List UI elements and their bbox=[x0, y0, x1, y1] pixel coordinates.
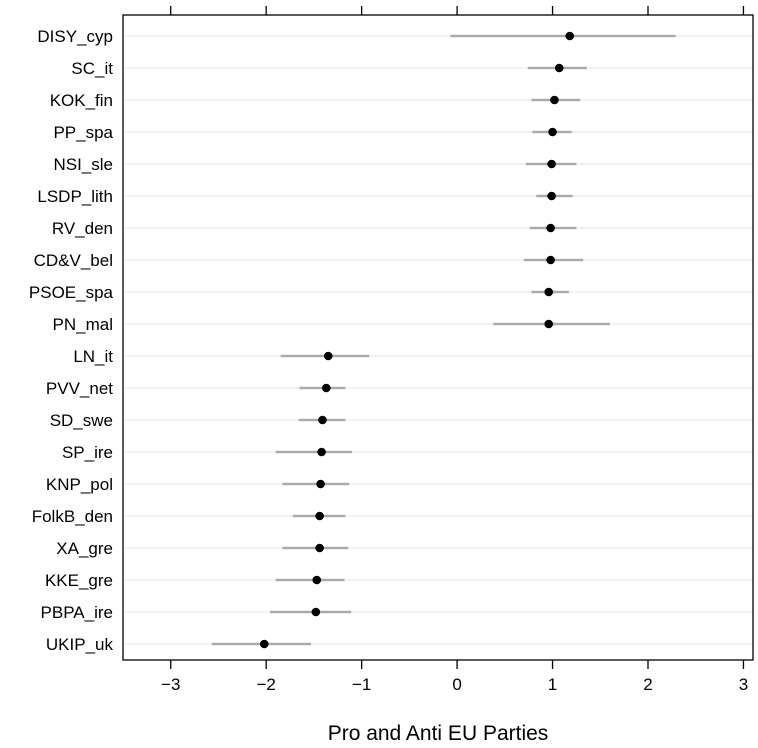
point-estimate bbox=[316, 479, 325, 489]
x-tick-label: 2 bbox=[643, 675, 652, 694]
category-label: NSI_sle bbox=[53, 155, 113, 174]
category-label: SC_it bbox=[71, 59, 113, 78]
category-label: RV_den bbox=[52, 219, 113, 238]
category-label: UKIP_uk bbox=[46, 635, 114, 654]
point-estimate bbox=[546, 255, 555, 265]
point-estimate bbox=[315, 511, 324, 521]
x-tick-label: 3 bbox=[739, 675, 748, 694]
category-label: LN_it bbox=[73, 347, 113, 366]
point-estimate bbox=[554, 63, 564, 73]
point-estimate bbox=[318, 415, 327, 425]
interval-bars bbox=[211, 34, 676, 646]
point-estimate bbox=[315, 543, 324, 553]
category-label: FolkB_den bbox=[32, 507, 113, 526]
category-label: PP_spa bbox=[53, 123, 113, 142]
category-label: LSDP_lith bbox=[37, 187, 113, 206]
category-label: PSOE_spa bbox=[29, 283, 114, 302]
point-estimate bbox=[565, 31, 575, 41]
category-label: PVV_net bbox=[46, 379, 113, 398]
point-estimate bbox=[317, 447, 326, 457]
category-label: SP_ire bbox=[62, 443, 113, 462]
point-estimates bbox=[259, 31, 575, 649]
category-label: KOK_fin bbox=[50, 91, 113, 110]
category-label: KKE_gre bbox=[45, 571, 113, 590]
point-estimate bbox=[550, 95, 559, 105]
category-label: PN_mal bbox=[53, 315, 113, 334]
y-axis-category-labels: DISY_cyp SC_it KOK_fin PP_spa NSI_sle LSDP_li… bbox=[29, 27, 114, 654]
point-estimate bbox=[547, 159, 556, 169]
x-tick-label: −3 bbox=[161, 675, 180, 694]
point-estimate bbox=[312, 575, 322, 585]
grid-lines bbox=[123, 35, 753, 645]
point-estimate bbox=[311, 607, 321, 617]
x-tick-label: 0 bbox=[452, 675, 461, 694]
point-estimate bbox=[322, 383, 331, 393]
x-axis-title: Pro and Anti EU Parties bbox=[328, 722, 549, 745]
category-label: SD_swe bbox=[50, 411, 113, 430]
point-estimate bbox=[544, 287, 554, 297]
plot-frame bbox=[122, 14, 754, 661]
category-label: KNP_pol bbox=[46, 475, 113, 494]
point-estimate bbox=[544, 319, 554, 329]
x-axis-ticks: −3 −2 −1 0 1 2 3 bbox=[161, 6, 748, 694]
x-tick-label: −1 bbox=[352, 675, 371, 694]
point-estimate bbox=[546, 223, 555, 233]
category-label: XA_gre bbox=[56, 539, 113, 558]
category-label: CD&V_bel bbox=[34, 251, 113, 270]
category-label: DISY_cyp bbox=[37, 27, 113, 46]
point-estimate bbox=[323, 351, 333, 361]
category-label: PBPA_ire bbox=[41, 603, 113, 622]
point-estimate bbox=[548, 127, 557, 137]
x-tick-label: 1 bbox=[548, 675, 557, 694]
point-estimate bbox=[259, 639, 269, 649]
x-tick-label: −2 bbox=[256, 675, 275, 694]
point-estimate bbox=[547, 191, 556, 201]
